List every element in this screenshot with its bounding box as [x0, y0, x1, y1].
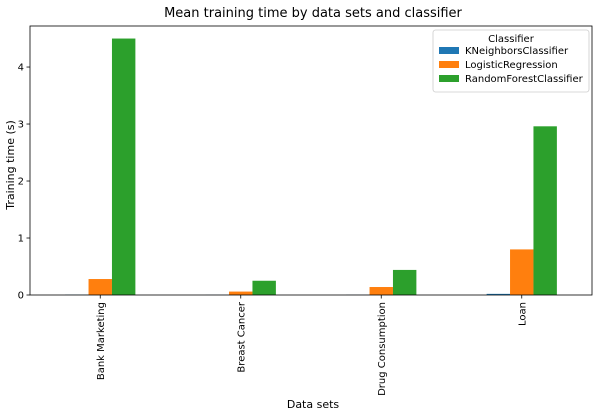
y-tick-label: 4	[18, 63, 24, 74]
plot-area: 0 1 2 3 4 Bank Marketing Breast Cancer Drug Con…	[18, 25, 593, 396]
legend-swatch	[439, 75, 459, 82]
y-tick-label: 2	[18, 177, 24, 188]
chart-title: Mean training time by data sets and clas…	[164, 6, 462, 21]
bar-RandomForestClassifier-Bank Marketing	[111, 38, 136, 295]
bar-LogisticRegression-Drug Consumption	[369, 287, 393, 295]
bar-RandomForestClassifier-Breast Cancer	[252, 280, 276, 295]
bar-KNeighborsClassifier-Loan	[486, 293, 511, 295]
legend-label: RandomForestClassifier	[465, 74, 584, 85]
bar-LogisticRegression-Breast Cancer	[229, 291, 253, 295]
x-axis-label: Data sets	[287, 398, 340, 411]
legend-label: LogisticRegression	[465, 60, 558, 71]
bar-RandomForestClassifier-Drug Consumption	[392, 269, 417, 295]
y-axis-label: Training time (s)	[4, 120, 17, 211]
bar-LogisticRegression-Bank Marketing	[88, 279, 112, 295]
y-tick-label: 1	[18, 234, 24, 245]
bar-LogisticRegression-Loan	[510, 249, 534, 295]
x-tick-label: Loan	[517, 302, 528, 326]
x-tick-label: Breast Cancer	[236, 301, 247, 372]
y-tick-label: 0	[18, 291, 24, 302]
legend-label: KNeighborsClassifier	[465, 46, 569, 57]
legend-box	[432, 29, 590, 93]
legend-swatch	[439, 61, 459, 68]
plot-frame	[29, 25, 593, 296]
bar-RandomForestClassifier-Loan	[533, 126, 557, 295]
x-tick-label: Drug Consumption	[377, 302, 388, 396]
y-tick-label: 3	[18, 120, 24, 131]
legend-title: Classifier	[488, 34, 535, 45]
legend-swatch	[439, 47, 459, 54]
x-tick-label: Bank Marketing	[96, 302, 107, 380]
